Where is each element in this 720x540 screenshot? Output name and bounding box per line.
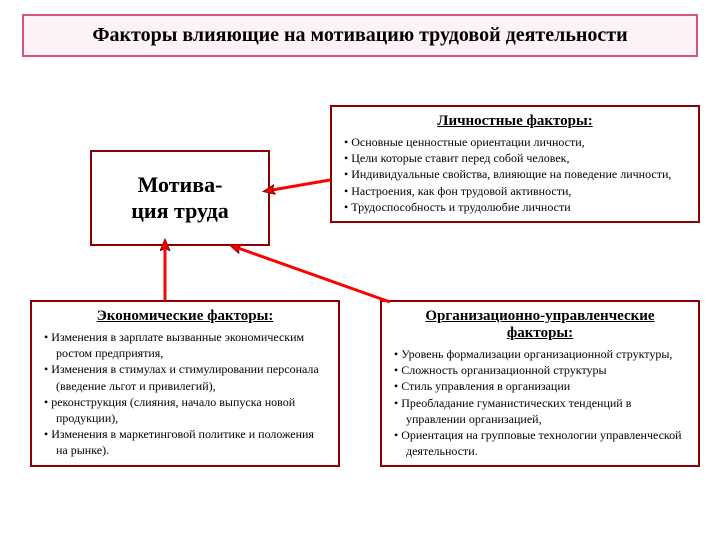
bullet-item: • Уровень формализации организационной с…: [392, 346, 688, 362]
bullet-item: • реконструкция (слияния, начало выпуска…: [42, 394, 328, 426]
economic-factors-box: Экономические факторы: • Изменения в зар…: [30, 300, 340, 467]
arrow-org-to-central: [238, 248, 390, 302]
org-title: Организационно-управленческие факторы:: [392, 308, 688, 342]
arrow-personal-to-central: [272, 180, 330, 190]
personal-bullets: • Основные ценностные ориентации личност…: [342, 134, 688, 215]
economic-title: Экономические факторы:: [42, 308, 328, 325]
economic-bullets: • Изменения в зарплате вызванные экономи…: [42, 329, 328, 459]
bullet-item: • Трудоспособность и трудолюбие личности: [342, 199, 688, 215]
bullet-item: • Изменения в маркетинговой политике и п…: [42, 426, 328, 458]
org-bullets: • Уровень формализации организационной с…: [392, 346, 688, 459]
org-factors-box: Организационно-управленческие факторы: •…: [380, 300, 700, 467]
bullet-item: • Цели которые ставит перед собой челове…: [342, 150, 688, 166]
page-title: Факторы влияющие на мотивацию трудовой д…: [22, 14, 698, 57]
bullet-item: • Настроения, как фон трудовой активност…: [342, 183, 688, 199]
bullet-item: • Сложность организационной структуры: [392, 362, 688, 378]
bullet-item: • Изменения в зарплате вызванные экономи…: [42, 329, 328, 361]
bullet-item: • Изменения в стимулах и стимулировании …: [42, 361, 328, 393]
bullet-item: • Основные ценностные ориентации личност…: [342, 134, 688, 150]
personal-title: Личностные факторы:: [342, 113, 688, 130]
central-label: Мотива- ция труда: [131, 172, 229, 224]
bullet-item: • Преобладание гуманистических тенденций…: [392, 395, 688, 427]
central-box: Мотива- ция труда: [90, 150, 270, 246]
bullet-item: • Индивидуальные свойства, влияющие на п…: [342, 166, 688, 182]
bullet-item: • Стиль управления в организации: [392, 378, 688, 394]
bullet-item: • Ориентация на групповые технологии упр…: [392, 427, 688, 459]
personal-factors-box: Личностные факторы: • Основные ценностны…: [330, 105, 700, 223]
